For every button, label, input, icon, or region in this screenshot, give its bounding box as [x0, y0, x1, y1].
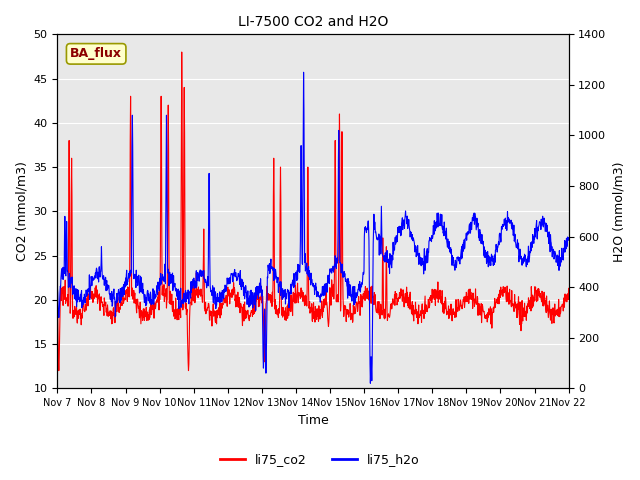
Y-axis label: H2O (mmol/m3): H2O (mmol/m3) — [612, 161, 625, 262]
Text: BA_flux: BA_flux — [70, 48, 122, 60]
Legend: li75_co2, li75_h2o: li75_co2, li75_h2o — [215, 448, 425, 471]
X-axis label: Time: Time — [298, 414, 328, 427]
Title: LI-7500 CO2 and H2O: LI-7500 CO2 and H2O — [238, 15, 388, 29]
Y-axis label: CO2 (mmol/m3): CO2 (mmol/m3) — [15, 161, 28, 261]
